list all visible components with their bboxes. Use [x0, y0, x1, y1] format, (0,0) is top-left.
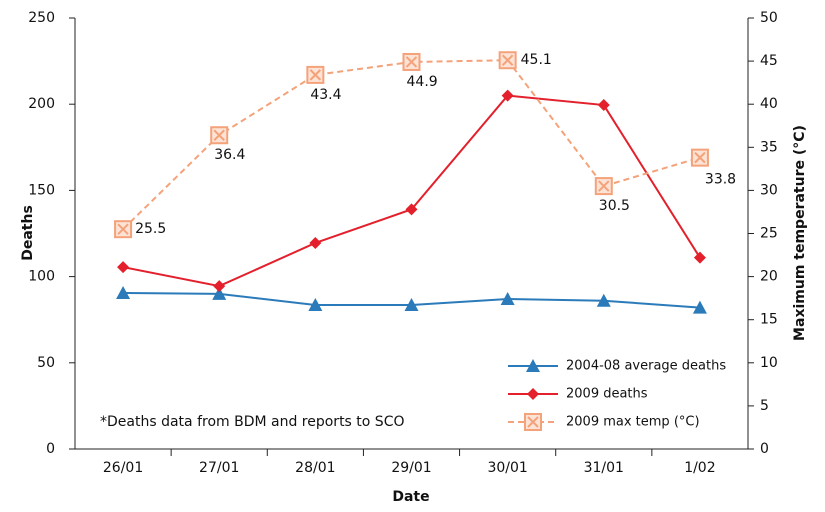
x-tick-label: 29/01	[391, 460, 431, 476]
data-label: 33.8	[705, 172, 736, 188]
y2-tick-label: 40	[760, 96, 778, 112]
data-label: 45.1	[521, 52, 552, 68]
legend-label: 2004-08 average deaths	[566, 359, 726, 374]
y2-tick-label: 35	[760, 139, 778, 155]
data-point	[596, 293, 611, 307]
data-point	[690, 148, 709, 167]
y2-tick-label: 20	[760, 269, 778, 285]
data-point	[500, 292, 515, 306]
y-axis-title: Deaths	[20, 205, 36, 261]
y2-axis-title: Maximum temperature (°C)	[792, 125, 808, 341]
data-point	[693, 251, 706, 264]
annotation: *Deaths data from BDM and reports to SCO	[100, 414, 405, 430]
series-line	[122, 94, 701, 288]
data-point	[692, 300, 707, 314]
data-point	[117, 261, 130, 274]
data-point	[308, 298, 323, 312]
y2-tick-label: 45	[760, 53, 778, 69]
y-tick-label: 0	[46, 441, 55, 457]
data-point	[116, 285, 131, 299]
data-label: 25.5	[135, 221, 166, 237]
x-tick-label: 30/01	[487, 460, 527, 476]
y2-tick-label: 5	[760, 398, 769, 414]
legend-marker	[527, 388, 539, 400]
y-tick-label: 200	[28, 96, 55, 112]
y-tick-label: 150	[28, 182, 55, 198]
data-label: 30.5	[599, 198, 630, 214]
x-tick-label: 28/01	[295, 460, 335, 476]
y2-tick-label: 25	[760, 226, 778, 242]
x-axis-title: Date	[392, 489, 429, 505]
y2-tick-label: 15	[760, 312, 778, 328]
data-label: 43.4	[310, 87, 341, 103]
data-point	[213, 280, 226, 293]
legend-marker	[524, 413, 542, 431]
data-point	[404, 298, 419, 312]
legend-label: 2009 deaths	[566, 387, 648, 402]
data-label: 44.9	[407, 74, 438, 90]
y-tick-label: 50	[37, 355, 55, 371]
data-point	[210, 126, 229, 145]
y2-tick-label: 0	[760, 441, 769, 457]
legend-label: 2009 max temp (°C)	[566, 415, 700, 430]
data-point	[306, 65, 325, 84]
x-tick-label: 1/02	[684, 460, 715, 476]
data-point	[405, 203, 418, 216]
y2-tick-label: 50	[760, 10, 778, 26]
y-tick-label: 100	[28, 269, 55, 285]
x-tick-label: 31/01	[584, 460, 624, 476]
y2-tick-label: 30	[760, 182, 778, 198]
data-point	[597, 99, 610, 112]
data-label: 36.4	[214, 147, 245, 163]
y-tick-label: 250	[28, 10, 55, 26]
data-point	[594, 177, 613, 196]
data-point	[114, 220, 133, 239]
y2-tick-label: 10	[760, 355, 778, 371]
x-tick-label: 27/01	[199, 460, 239, 476]
data-point	[402, 52, 421, 71]
legend-marker	[526, 359, 540, 372]
x-tick-label: 26/01	[103, 460, 143, 476]
data-point	[212, 286, 227, 300]
data-point	[309, 236, 322, 249]
data-point	[501, 89, 514, 102]
data-point	[498, 51, 517, 70]
